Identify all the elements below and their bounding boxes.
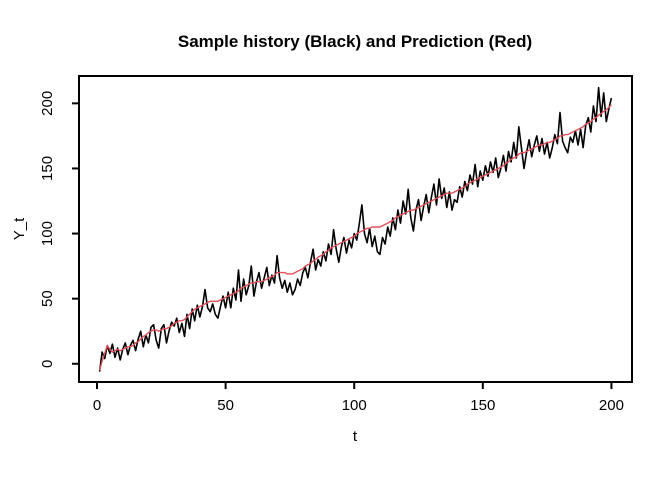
y-tick-label: 50 — [39, 290, 56, 307]
series-line-prediction — [98, 104, 612, 371]
x-tick-label: 150 — [470, 397, 495, 414]
x-tick-label: 50 — [217, 397, 234, 414]
x-axis-label: t — [353, 428, 358, 445]
x-tick-label: 100 — [342, 397, 367, 414]
y-tick-label: 200 — [39, 91, 56, 116]
plot-box — [78, 75, 633, 383]
series-line-sample-history — [98, 86, 613, 372]
chart-title: Sample history (Black) and Prediction (R… — [178, 32, 532, 51]
y-tick-label: 100 — [39, 221, 56, 246]
plot-area: 0 50 100 150 200 0 50 100 150 200 — [39, 75, 633, 414]
y-tick-label: 0 — [39, 360, 56, 368]
x-tick-label: 200 — [599, 397, 624, 414]
y-tick-label: 150 — [39, 156, 56, 181]
x-tick-label: 0 — [93, 397, 101, 414]
y-axis-label: Y_t — [11, 217, 28, 240]
